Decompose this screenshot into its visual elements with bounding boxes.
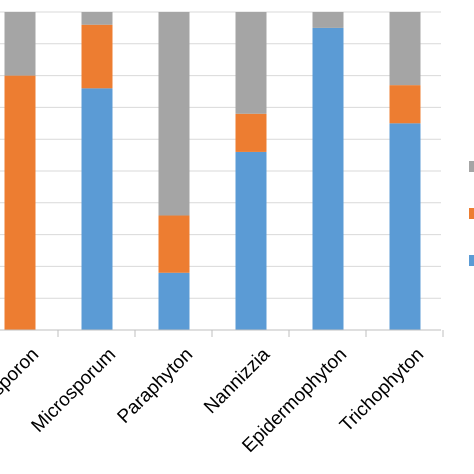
bar-segment [235, 151, 267, 330]
bar-segment [158, 215, 190, 273]
bar-segment [312, 12, 344, 28]
legend-swatch [469, 208, 474, 219]
x-tick-label: Nannizzia [200, 344, 274, 418]
bar-segment [81, 12, 113, 25]
gridlines [0, 11, 441, 299]
bar-segment [81, 24, 113, 89]
bar-segment [389, 85, 421, 124]
bar-segment [235, 12, 267, 114]
bar-segment [158, 272, 190, 330]
legend-swatch [469, 161, 474, 172]
bar-segment [235, 113, 267, 152]
x-tick-label: Paraphyton [114, 344, 198, 428]
bar-segment [158, 12, 190, 216]
bar-stacks [4, 12, 421, 331]
bar-segment [4, 75, 36, 330]
bar-segment [312, 27, 344, 331]
bar-segment [81, 88, 113, 330]
bar-segment [389, 12, 421, 86]
bar-segment [389, 123, 421, 330]
bar-segment [4, 12, 36, 76]
legend-swatch [469, 255, 474, 266]
x-axis [0, 329, 444, 337]
legend [469, 161, 474, 266]
